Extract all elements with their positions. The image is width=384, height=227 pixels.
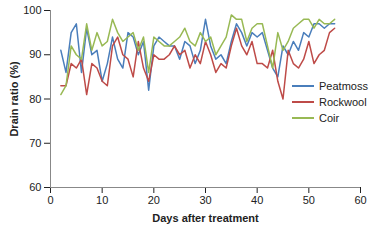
svg-text:50: 50 [303,194,315,206]
svg-text:60: 60 [29,181,41,193]
html-text:Peatmoss: Peatmoss [319,80,368,92]
svg-text:100: 100 [23,4,41,16]
svg-text:70: 70 [29,137,41,149]
svg-text:90: 90 [29,48,41,60]
svg-text:60: 60 [354,194,366,206]
svg-text:20: 20 [148,194,160,206]
svg-text:Days after treatment: Days after treatment [152,212,259,224]
svg-text:30: 30 [199,194,211,206]
svg-text:0: 0 [47,194,53,206]
html-text:Rockwool: Rockwool [319,96,367,108]
svg-text:80: 80 [29,93,41,105]
svg-text:40: 40 [251,194,263,206]
html-text:Coir: Coir [319,112,340,124]
svg-text:Drain ratio (%): Drain ratio (%) [8,61,20,137]
svg-text:10: 10 [96,194,108,206]
